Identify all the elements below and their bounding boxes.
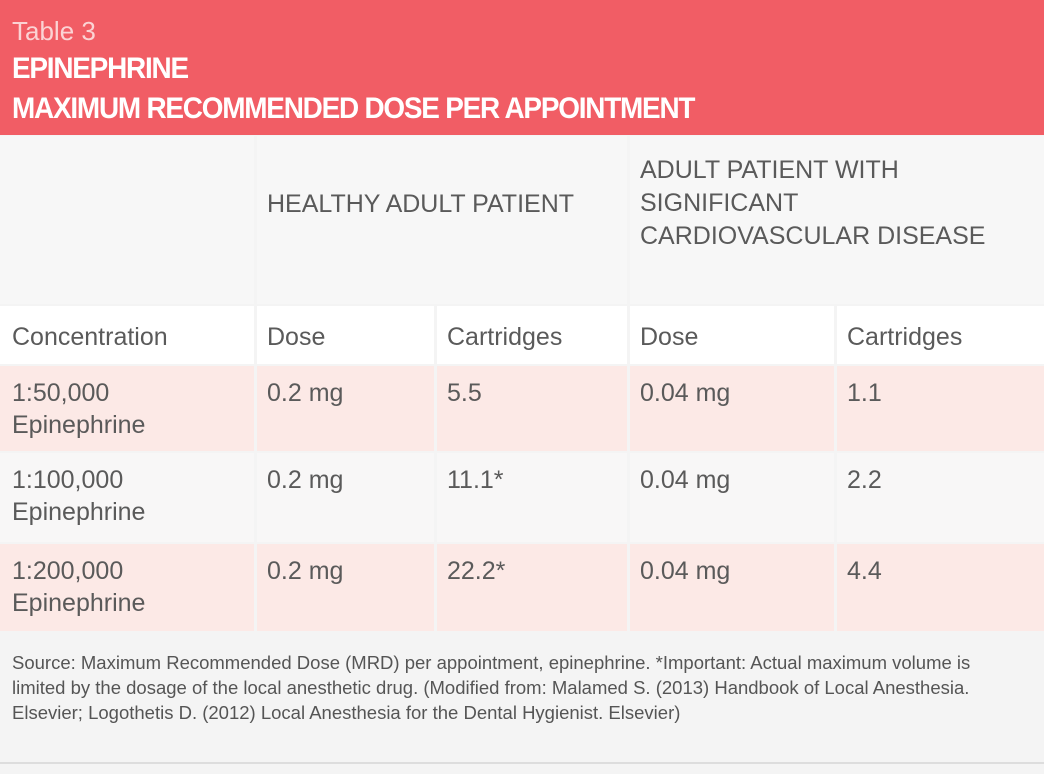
table-cell: 11.1* — [447, 466, 504, 494]
cell-background — [0, 544, 254, 631]
column-header: Dose — [640, 323, 699, 351]
table-title: EPINEPHRINE — [12, 52, 189, 85]
cell-background — [836, 544, 1044, 631]
cell-background — [256, 366, 434, 451]
cell-background — [629, 136, 1044, 304]
cell-background — [0, 453, 254, 542]
table-title: MAXIMUM RECOMMENDED DOSE PER APPOINTMENT — [12, 92, 695, 125]
table-cell: 0.04 mg — [640, 379, 731, 407]
cell-background — [256, 453, 434, 542]
table-cell: 1.1 — [847, 379, 882, 407]
column-header: Dose — [267, 323, 326, 351]
table-cell: 0.04 mg — [640, 557, 731, 585]
table-label: Table 3 — [12, 16, 96, 46]
table-cell: 2.2 — [847, 466, 882, 494]
cell-background — [436, 306, 627, 364]
cell-background — [0, 306, 254, 364]
cell-background — [629, 453, 834, 542]
table-cell: 0.2 mg — [267, 379, 344, 407]
divider — [0, 762, 1044, 764]
table-cell: 22.2* — [447, 557, 506, 585]
table-cell: 0.2 mg — [267, 466, 344, 494]
cell-background — [836, 306, 1044, 364]
table-cell: 1:200,000 Epinephrine — [12, 557, 146, 617]
column-header: Concentration — [12, 323, 168, 351]
group-header: HEALTHY ADULT PATIENT — [267, 190, 575, 218]
cell-background — [836, 453, 1044, 542]
column-header: Cartridges — [447, 323, 563, 351]
table-cell: 4.4 — [847, 557, 882, 585]
cell-background — [436, 544, 627, 631]
cell-background — [629, 366, 834, 451]
cell-background — [629, 544, 834, 631]
cell-background — [629, 306, 834, 364]
cell-background — [0, 366, 254, 451]
source-note: Source: Maximum Recommended Dose (MRD) p… — [12, 652, 971, 723]
group-header: ADULT PATIENT WITH SIGNIFICANT CARDIOVAS… — [640, 156, 986, 250]
cell-background — [256, 136, 627, 304]
cell-background — [0, 136, 254, 304]
table-cell: 0.2 mg — [267, 557, 344, 585]
table-cell: 0.04 mg — [640, 466, 731, 494]
table-cell: 1:50,000 Epinephrine — [12, 379, 146, 439]
cell-background — [256, 306, 434, 364]
table-cell: 5.5 — [447, 379, 482, 407]
table-header: Table 3 EPINEPHRINE MAXIMUM RECOMMENDED … — [0, 0, 1044, 135]
cell-background — [436, 366, 627, 451]
table-cell: 1:100,000 Epinephrine — [12, 466, 146, 526]
column-header: Cartridges — [847, 323, 963, 351]
cell-background — [436, 453, 627, 542]
cell-background — [836, 366, 1044, 451]
cell-background — [256, 544, 434, 631]
